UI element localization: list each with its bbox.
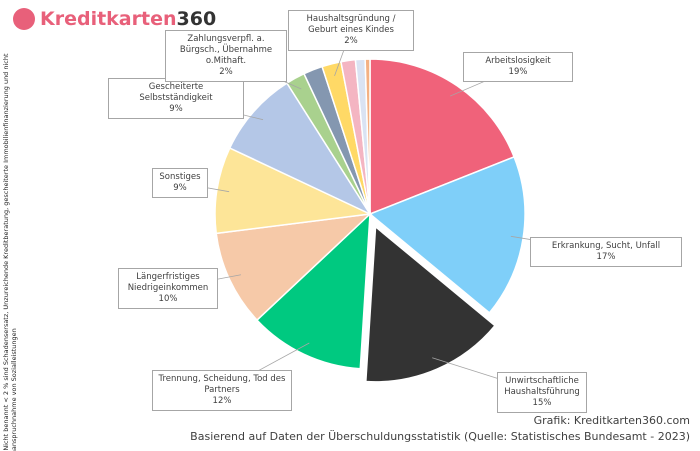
value-label: 9% bbox=[173, 183, 187, 193]
logo: Kreditkarten360 bbox=[40, 8, 216, 30]
pie-slice bbox=[255, 212, 371, 370]
data-label: Sonstiges 9% bbox=[152, 168, 208, 198]
logo-text: Kreditkarten bbox=[40, 8, 177, 30]
pie-slice bbox=[228, 82, 373, 216]
data-label: Haushaltsgründung / Geburt eines Kindes 2… bbox=[288, 10, 414, 51]
source: Basierend auf Daten der Überschuldungsst… bbox=[190, 430, 690, 443]
pie-slice bbox=[364, 58, 371, 215]
logo-text: 360 bbox=[176, 8, 217, 30]
value-label: 10% bbox=[158, 294, 178, 304]
value-label: 15% bbox=[532, 398, 552, 408]
data-label: Trennung, Scheidung, Tod des Partners 12% bbox=[152, 370, 292, 411]
category-label: Unwirtschaftliche Haushaltsführung bbox=[504, 376, 580, 397]
data-label: Gescheiterte Selbstständigkeit 9% bbox=[108, 78, 244, 119]
category-label: Haushaltsgründung / Geburt eines Kindes bbox=[306, 14, 396, 35]
pie-slice bbox=[365, 225, 497, 383]
category-label: Gescheiterte Selbstständigkeit bbox=[139, 82, 213, 103]
value-label: 2% bbox=[344, 36, 358, 46]
category-label: Sonstiges bbox=[159, 172, 201, 182]
category-label: Erkrankung, Sucht, Unfall bbox=[551, 241, 661, 251]
category-label: Längerfristiges Niedrigeinkommen bbox=[127, 272, 209, 293]
data-label: Längerfristiges Niedrigeinkommen 10% bbox=[118, 268, 218, 309]
credit: Grafik: Kreditkarten360.com bbox=[533, 414, 690, 427]
category-label: Arbeitslosigkeit bbox=[485, 56, 551, 66]
value-label: 17% bbox=[596, 252, 616, 262]
pie-slice bbox=[369, 58, 516, 216]
footnote: * Nicht benannt < 2 % sind Schadensersat… bbox=[2, 53, 18, 451]
logo-icon bbox=[13, 8, 35, 30]
value-label: 12% bbox=[212, 396, 232, 406]
category-label: Trennung, Scheidung, Tod des Partners bbox=[158, 374, 286, 395]
value-label: 19% bbox=[508, 67, 528, 77]
data-label: Unwirtschaftliche Haushaltsführung 15% bbox=[497, 372, 587, 413]
data-label: Zahlungsverpfl. a. Bürgsch., Übernahme o… bbox=[165, 30, 287, 82]
category-label: Zahlungsverpfl. a. Bürgsch., Übernahme o… bbox=[179, 34, 273, 66]
value-label: 9% bbox=[169, 104, 183, 114]
pie-slice bbox=[215, 212, 373, 322]
value-label: 2% bbox=[219, 67, 233, 77]
data-label: Arbeitslosigkeit 19% bbox=[463, 52, 573, 82]
data-label: Erkrankung, Sucht, Unfall 17% bbox=[530, 237, 682, 267]
